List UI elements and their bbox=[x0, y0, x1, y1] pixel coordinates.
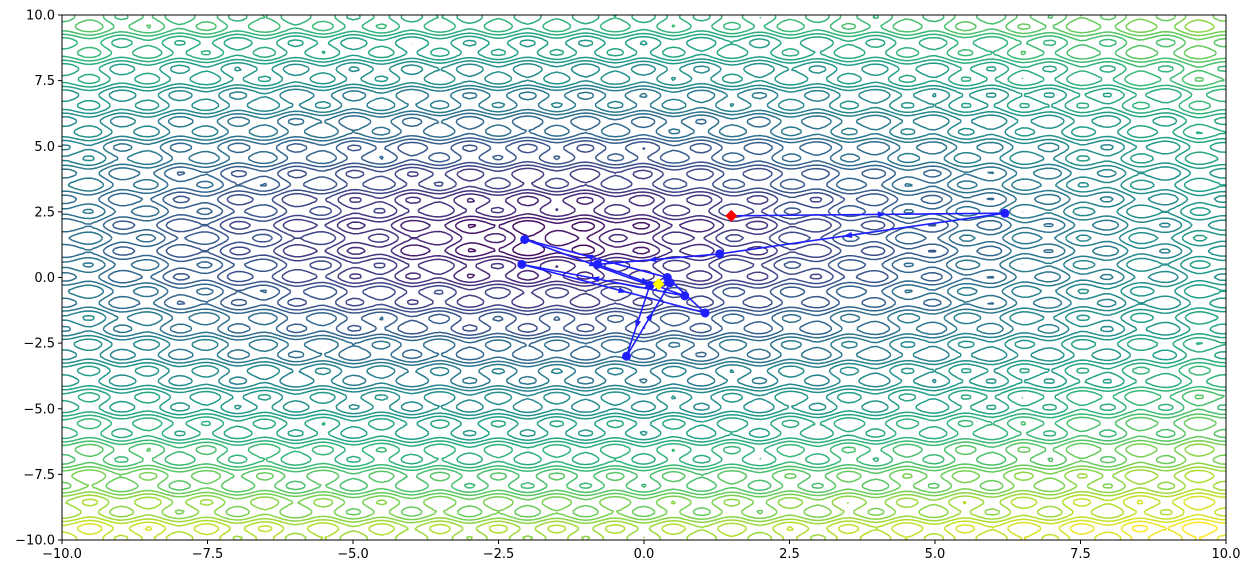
contour-level-25 bbox=[62, 15, 1226, 496]
path-point bbox=[701, 308, 710, 317]
y-tick-label: 5.0 bbox=[34, 140, 55, 155]
x-tick-label: 10.0 bbox=[1212, 547, 1241, 562]
path-point bbox=[645, 281, 654, 290]
x-tick-label: 0.0 bbox=[634, 547, 655, 562]
y-tick-label: −10.0 bbox=[15, 534, 55, 549]
path-point bbox=[622, 352, 631, 361]
y-tick-label: 10.0 bbox=[26, 9, 55, 24]
y-tick-label: −2.5 bbox=[23, 337, 55, 352]
x-tick-label: −2.5 bbox=[483, 547, 515, 562]
path-arrowhead bbox=[635, 320, 641, 330]
path-point bbox=[666, 278, 675, 287]
contour-level-12 bbox=[62, 113, 1053, 364]
path-point bbox=[1000, 209, 1009, 218]
y-tick-label: 2.5 bbox=[34, 205, 55, 220]
contour-level-16 bbox=[62, 64, 1182, 413]
contour-level-20 bbox=[62, 33, 1226, 444]
path-point bbox=[520, 235, 529, 244]
y-tick-label: 0.0 bbox=[34, 271, 55, 286]
y-tick-label: −5.0 bbox=[23, 402, 55, 417]
y-tick-label: −7.5 bbox=[23, 468, 55, 483]
path-point bbox=[680, 291, 689, 300]
x-tick-label: −7.5 bbox=[192, 547, 224, 562]
contour-level-18 bbox=[62, 40, 1226, 436]
contour-level-30 bbox=[62, 470, 1226, 540]
contour-lines bbox=[62, 15, 1226, 540]
path-point bbox=[593, 260, 602, 269]
contour-level-27 bbox=[62, 15, 1226, 520]
y-tick-label: 7.5 bbox=[34, 74, 55, 89]
contour-level-3 bbox=[401, 196, 660, 280]
contour-level-8 bbox=[220, 144, 885, 332]
path-point bbox=[715, 249, 724, 258]
x-tick-label: 7.5 bbox=[1070, 547, 1091, 562]
x-tick-label: 5.0 bbox=[925, 547, 946, 562]
path-point bbox=[517, 260, 526, 269]
contour-level-1 bbox=[468, 221, 594, 256]
x-tick-label: 2.5 bbox=[779, 547, 800, 562]
x-tick-label: −10.0 bbox=[42, 547, 82, 562]
contour-level-10 bbox=[113, 137, 949, 339]
x-tick-label: −5.0 bbox=[337, 547, 369, 562]
